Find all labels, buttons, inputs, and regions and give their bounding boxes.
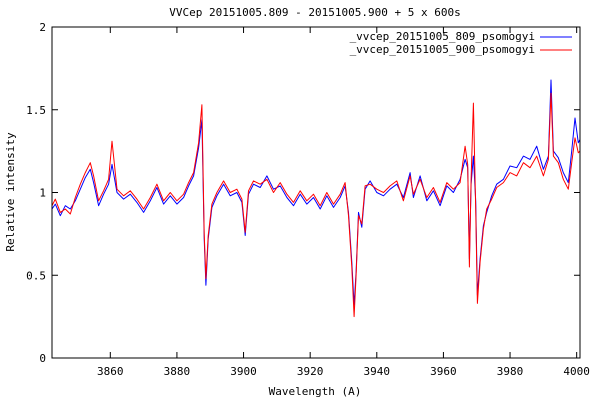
series-line-1	[52, 92, 580, 318]
axis-ticks: 3860 3880 3900 3920 3940 3960 3980 4000 0 0.5 1 1.5…	[26, 21, 590, 378]
y-axis-label: Relative intensity	[4, 132, 17, 252]
x-tick-label: 4000	[563, 365, 590, 378]
x-tick-label: 3880	[164, 365, 191, 378]
series-line-0	[52, 79, 580, 306]
x-tick-label: 3960	[430, 365, 457, 378]
legend-label-809: _vvcep_20151005_809_psomogyi	[350, 30, 535, 43]
x-tick-label: 3980	[497, 365, 524, 378]
y-tick-label: 2	[39, 21, 46, 34]
y-tick-label: 1.5	[26, 104, 46, 117]
y-tick-label: 1	[39, 187, 46, 200]
chart-title: VVCep 20151005.809 - 20151005.900 + 5 x …	[169, 6, 460, 19]
x-axis-label: Wavelength (A)	[269, 385, 362, 398]
legend-label-900: _vvcep_20151005_900_psomogyi	[350, 43, 535, 56]
x-tick-label: 3860	[97, 365, 124, 378]
series-layer	[52, 79, 580, 318]
legend: _vvcep_20151005_809_psomogyi _vvcep_2015…	[350, 30, 572, 56]
x-tick-label: 3920	[297, 365, 324, 378]
y-tick-label: 0	[39, 352, 46, 365]
y-tick-label: 0.5	[26, 269, 46, 282]
x-tick-label: 3900	[230, 365, 257, 378]
x-tick-label: 3940	[364, 365, 391, 378]
